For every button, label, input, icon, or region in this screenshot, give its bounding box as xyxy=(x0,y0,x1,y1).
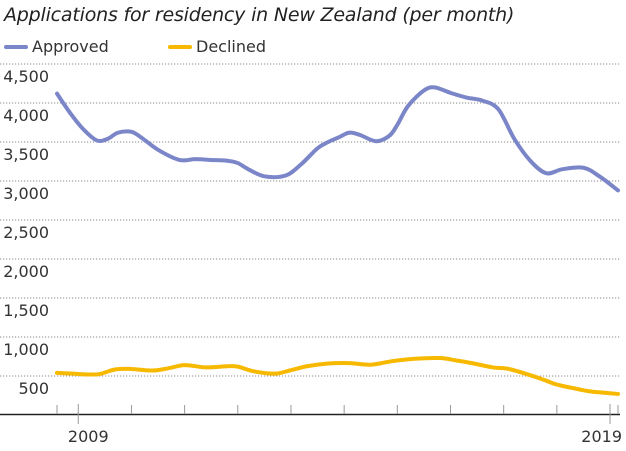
y-tick-label: 1,500 xyxy=(3,301,49,320)
x-axis: 2009 2019 xyxy=(0,404,622,446)
y-tick-label: 3,000 xyxy=(3,184,49,203)
y-axis-labels: 500 1,000 1,500 2,000 2,500 3,000 3,500 4,000 4,… xyxy=(3,67,49,398)
legend-swatch-approved xyxy=(4,44,28,49)
gridlines xyxy=(0,63,620,377)
x-tick-label: 2009 xyxy=(68,427,109,446)
chart-title: Applications for residency in New Zealan… xyxy=(4,4,515,26)
legend-label-approved: Approved xyxy=(32,37,109,56)
x-tick-label: 2019 xyxy=(581,427,622,446)
legend-item-approved: Approved xyxy=(4,37,109,56)
y-tick-label: 4,500 xyxy=(3,67,49,86)
series-line-approved xyxy=(55,85,620,193)
series-line-declined xyxy=(55,355,620,396)
legend-item-declined: Declined xyxy=(168,37,266,56)
y-tick-label: 1,000 xyxy=(3,340,49,359)
y-tick-label: 4,000 xyxy=(3,106,49,125)
series-lines xyxy=(55,85,620,396)
legend-swatch-declined xyxy=(168,44,192,49)
y-tick-label: 500 xyxy=(18,379,49,398)
y-tick-label: 2,500 xyxy=(3,223,49,242)
legend-label-declined: Declined xyxy=(196,37,266,56)
y-tick-label: 2,000 xyxy=(3,262,49,281)
y-tick-label: 3,500 xyxy=(3,145,49,164)
